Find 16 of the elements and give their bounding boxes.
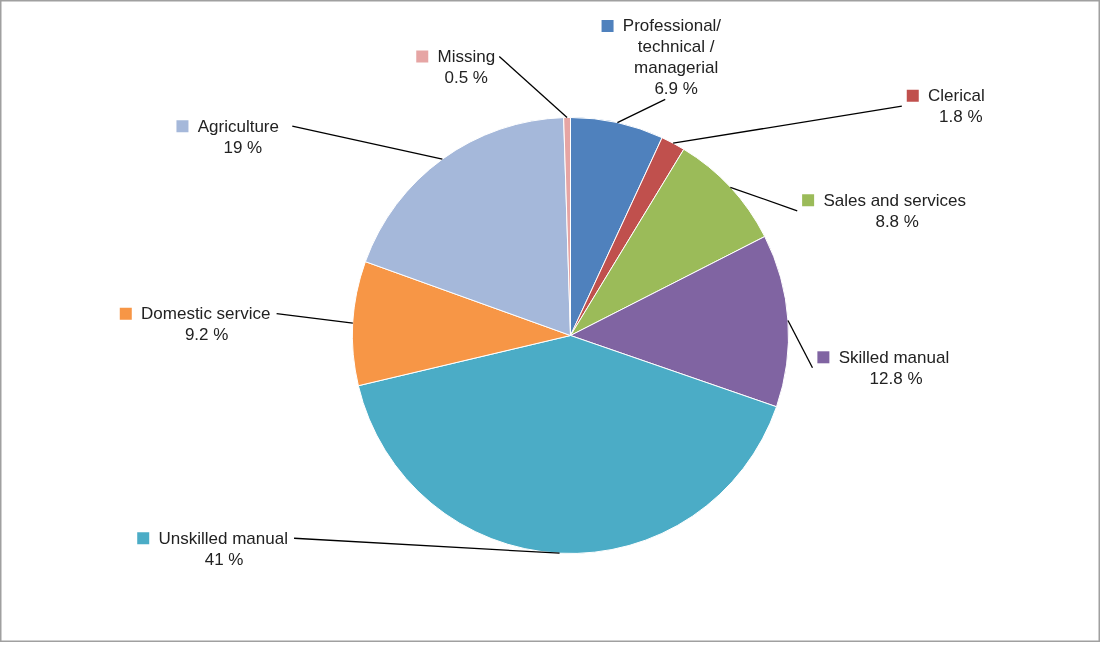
legend-label: Sales and services xyxy=(823,190,967,210)
legend-label: Skilled manual xyxy=(838,347,950,367)
data-label: 1.8 % xyxy=(939,107,983,127)
data-label: 9.2 % xyxy=(184,325,229,345)
data-label: 6.9 % xyxy=(654,79,698,99)
legend-label: Professional/ technical / managerial xyxy=(622,16,722,78)
data-label: 0.5 % xyxy=(444,67,488,87)
data-label: 12.8 % xyxy=(869,368,923,388)
legend-label: Domestic service xyxy=(141,304,271,324)
data-label: 41 % xyxy=(204,549,244,569)
data-label: 8.8 % xyxy=(875,211,919,231)
legend-label: Agriculture xyxy=(197,116,279,136)
data-label: 19 % xyxy=(223,137,263,157)
legend-label: Missing xyxy=(437,46,496,66)
legend-label: Unskilled manual xyxy=(158,528,288,548)
legend-label: Clerical xyxy=(928,86,985,106)
